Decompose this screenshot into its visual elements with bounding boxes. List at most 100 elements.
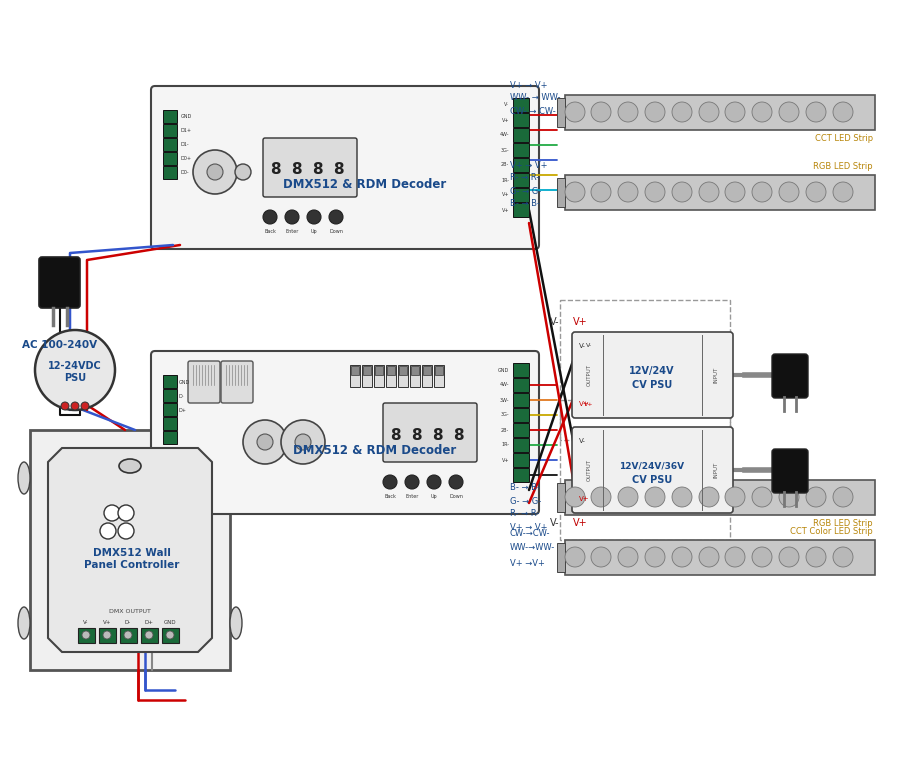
Text: V-: V-	[83, 620, 88, 625]
Circle shape	[778, 182, 798, 202]
Bar	[512, 158, 528, 172]
Circle shape	[618, 487, 638, 507]
Text: GND: GND	[497, 368, 508, 372]
Text: Enter: Enter	[404, 494, 418, 499]
FancyBboxPatch shape	[188, 361, 220, 403]
Circle shape	[671, 487, 691, 507]
Bar	[350, 365, 360, 387]
Bar	[386, 366, 394, 375]
Circle shape	[207, 164, 223, 180]
Text: 8: 8	[452, 427, 463, 443]
Circle shape	[284, 210, 299, 224]
Text: CW-→CW-: CW-→CW-	[509, 529, 550, 537]
Bar	[557, 483, 565, 512]
Bar	[163, 166, 177, 179]
Text: WW- → WW-: WW- → WW-	[509, 94, 560, 102]
Text: V-: V-	[504, 102, 508, 108]
Circle shape	[565, 182, 584, 202]
Bar	[512, 468, 528, 482]
Circle shape	[100, 523, 116, 539]
Text: R- → R-: R- → R-	[509, 509, 538, 519]
Text: 12V/24V/36V: 12V/24V/36V	[619, 461, 684, 471]
Text: D-: D-	[125, 620, 131, 625]
Circle shape	[778, 547, 798, 567]
Circle shape	[752, 182, 771, 202]
Text: V-: V-	[578, 438, 585, 444]
Circle shape	[671, 102, 691, 122]
Text: B- → B-: B- → B-	[509, 484, 539, 492]
Bar	[512, 98, 528, 112]
Bar	[422, 365, 432, 387]
Bar	[120, 628, 137, 643]
Text: 2B-: 2B-	[500, 163, 508, 167]
Bar	[512, 423, 528, 437]
Circle shape	[294, 434, 311, 450]
Circle shape	[242, 420, 287, 464]
Text: Down: Down	[329, 229, 343, 234]
Circle shape	[193, 150, 237, 194]
Circle shape	[698, 547, 718, 567]
Text: 8: 8	[270, 163, 280, 177]
Bar	[512, 378, 528, 392]
Circle shape	[235, 164, 251, 180]
Circle shape	[752, 547, 771, 567]
Bar	[163, 403, 177, 416]
Circle shape	[118, 505, 134, 521]
Bar	[397, 365, 407, 387]
Text: CV PSU: CV PSU	[631, 475, 671, 485]
Text: CCT LED Strip: CCT LED Strip	[814, 134, 872, 143]
Bar	[512, 113, 528, 127]
Text: V+: V+	[501, 457, 508, 463]
Circle shape	[590, 487, 610, 507]
Bar	[512, 408, 528, 422]
Circle shape	[103, 631, 111, 639]
Text: 3G-: 3G-	[500, 148, 508, 152]
Circle shape	[618, 102, 638, 122]
Circle shape	[383, 475, 396, 489]
Bar	[411, 366, 418, 375]
Bar	[559, 400, 729, 540]
Bar	[557, 543, 565, 572]
Circle shape	[724, 182, 744, 202]
Bar	[351, 366, 359, 375]
Circle shape	[724, 547, 744, 567]
Text: V-: V-	[585, 343, 591, 348]
Circle shape	[590, 182, 610, 202]
Circle shape	[565, 487, 584, 507]
Text: INPUT: INPUT	[712, 367, 718, 383]
Bar	[565, 480, 874, 515]
Circle shape	[448, 475, 463, 489]
Bar	[557, 98, 565, 127]
Bar	[557, 178, 565, 207]
Circle shape	[124, 631, 132, 639]
Bar	[374, 366, 383, 375]
Text: RGB LED Strip: RGB LED Strip	[813, 162, 872, 171]
Text: INPUT: INPUT	[712, 462, 718, 478]
Circle shape	[644, 487, 664, 507]
Text: V+: V+	[578, 401, 589, 407]
Bar	[385, 365, 395, 387]
Text: D-: D-	[179, 393, 184, 399]
Text: D1+: D1+	[180, 128, 192, 133]
Text: 2B-: 2B-	[500, 427, 508, 433]
Bar	[434, 365, 444, 387]
FancyBboxPatch shape	[39, 257, 80, 308]
Bar	[362, 365, 372, 387]
Text: V+ →V+: V+ →V+	[509, 559, 544, 567]
Circle shape	[698, 487, 718, 507]
Bar	[99, 628, 116, 643]
Text: V+ → V+: V+ → V+	[509, 80, 547, 90]
FancyBboxPatch shape	[571, 427, 732, 513]
Bar	[512, 438, 528, 452]
Bar	[141, 628, 158, 643]
Text: GND: GND	[180, 115, 192, 119]
Circle shape	[752, 102, 771, 122]
Text: D1-: D1-	[180, 142, 189, 148]
Text: OUTPUT: OUTPUT	[586, 364, 591, 386]
Circle shape	[644, 547, 664, 567]
Circle shape	[832, 102, 852, 122]
Text: D+: D+	[144, 620, 153, 625]
Text: V+: V+	[578, 496, 589, 502]
Text: Back: Back	[264, 229, 276, 234]
Bar	[423, 366, 431, 375]
